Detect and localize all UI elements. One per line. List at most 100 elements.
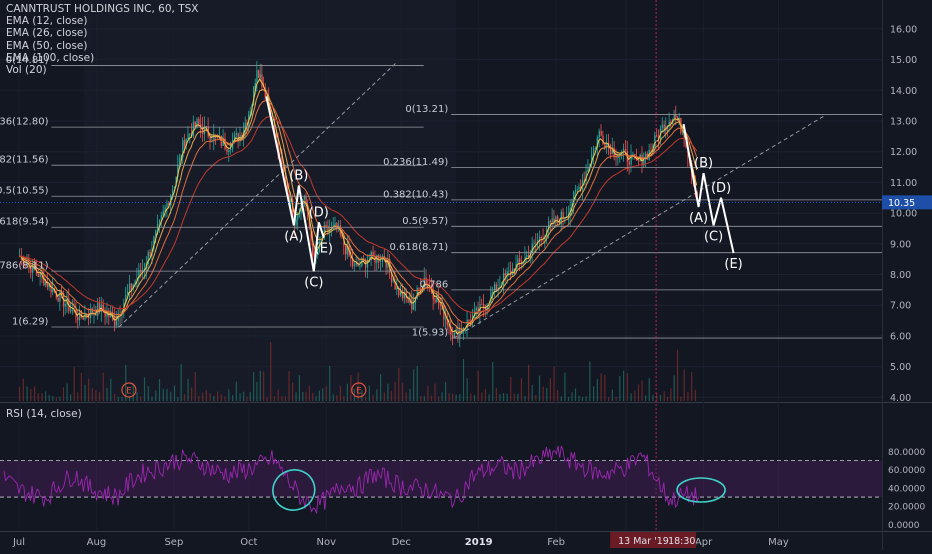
candle-body <box>418 287 420 289</box>
candle-body <box>573 191 575 205</box>
rsi-tick-label: 0.0000 <box>888 521 920 531</box>
candle-body <box>535 242 537 244</box>
price-tick-label: 14.00 <box>890 86 917 97</box>
volume-bar <box>546 388 548 401</box>
candle-body <box>363 258 365 260</box>
volume-bar <box>151 396 153 401</box>
candle-body <box>158 219 161 224</box>
volume-bar <box>437 396 440 401</box>
candle-body <box>246 123 248 125</box>
volume-bar <box>372 395 374 401</box>
volume-bar <box>600 373 602 401</box>
candle-body <box>106 312 108 317</box>
candle-body <box>249 111 251 115</box>
time-tick-label: 2019 <box>465 537 493 548</box>
volume-bar <box>209 393 211 401</box>
volume-bar <box>542 386 544 401</box>
volume-bar <box>553 366 555 401</box>
fib-left-label: 0.382(11.56) <box>0 155 49 166</box>
candle-body <box>632 154 634 155</box>
candle-body <box>86 314 88 317</box>
volume-bar <box>113 393 116 401</box>
volume-bar <box>136 392 138 401</box>
wave-left-label: (B) <box>289 168 308 183</box>
rsi-tick-label: 60.0000 <box>888 466 925 476</box>
candle-body <box>493 284 496 292</box>
volume-bar <box>270 342 272 401</box>
fib-left-label: 0.618(9.54) <box>0 217 49 228</box>
candle-body <box>317 252 319 255</box>
earnings-marker-label: E <box>356 387 362 397</box>
candle-body <box>520 261 523 264</box>
candle-body <box>645 153 647 160</box>
crosshair-date: 13 Mar '19 <box>618 536 669 547</box>
wave-left-label: (D) <box>309 205 329 220</box>
candle-body <box>538 236 541 241</box>
candle-body <box>82 317 84 320</box>
volume-bar <box>387 383 389 401</box>
volume-bar <box>183 394 186 401</box>
candle-body <box>450 326 452 335</box>
rsi-tick-label: 80.0000 <box>888 448 925 458</box>
volume-bar <box>30 389 32 401</box>
candle-body <box>78 310 81 321</box>
volume-bar <box>121 396 123 401</box>
volume-bar <box>680 396 682 401</box>
volume-bar <box>256 381 258 401</box>
candle-body <box>555 216 557 224</box>
candle-body <box>466 319 468 329</box>
candle-body <box>226 148 228 152</box>
volume-bar <box>305 391 307 401</box>
candle-body <box>336 223 338 228</box>
volume-bar <box>259 370 261 401</box>
candle-body <box>288 191 290 203</box>
candle-body <box>439 303 442 306</box>
candle-body <box>346 245 349 255</box>
candle-body <box>155 230 157 237</box>
crosshair-time-badge <box>610 532 697 548</box>
candle-body <box>228 149 230 152</box>
volume-bar <box>220 394 222 401</box>
candle-body <box>468 319 470 322</box>
candle-body <box>499 285 501 288</box>
volume-bar <box>444 382 447 401</box>
candle-body <box>310 228 312 241</box>
candle-body <box>411 298 413 310</box>
volume-bar <box>170 391 172 401</box>
volume-bar <box>216 391 219 401</box>
candle-body <box>46 281 49 288</box>
candle-body <box>57 297 59 302</box>
candle-body <box>258 70 260 78</box>
candle-body <box>166 203 168 208</box>
candle-body <box>611 147 614 154</box>
candle-body <box>504 273 507 276</box>
candle-body <box>160 215 163 220</box>
candle-body <box>230 149 232 150</box>
volume-bar <box>52 395 54 401</box>
volume-bar <box>339 385 341 401</box>
fib-left-label: 0.236(12.80) <box>0 117 49 128</box>
candle-body <box>113 316 116 326</box>
candle-body <box>80 310 83 318</box>
candle-body <box>526 255 528 258</box>
ema-100-line <box>18 116 698 313</box>
volume-bar <box>510 377 512 401</box>
volume-bar <box>694 389 697 401</box>
volume-bar <box>70 394 72 401</box>
volume-bar <box>33 386 36 401</box>
candle-body <box>256 70 258 84</box>
price-tick-label: 16.00 <box>890 24 917 35</box>
volume-bar <box>691 371 693 401</box>
candle-body <box>98 303 101 312</box>
candle-body <box>578 186 580 190</box>
rsi-highlight-circle <box>272 469 316 511</box>
volume-bar <box>376 389 378 401</box>
volume-bar <box>77 392 79 401</box>
candle-body <box>168 203 170 206</box>
rsi-legend[interactable]: RSI (14, close) <box>6 408 82 420</box>
volume-bar <box>132 383 134 401</box>
volume-bar <box>441 392 443 401</box>
rsi-band <box>0 460 882 498</box>
candle-body <box>187 133 189 140</box>
